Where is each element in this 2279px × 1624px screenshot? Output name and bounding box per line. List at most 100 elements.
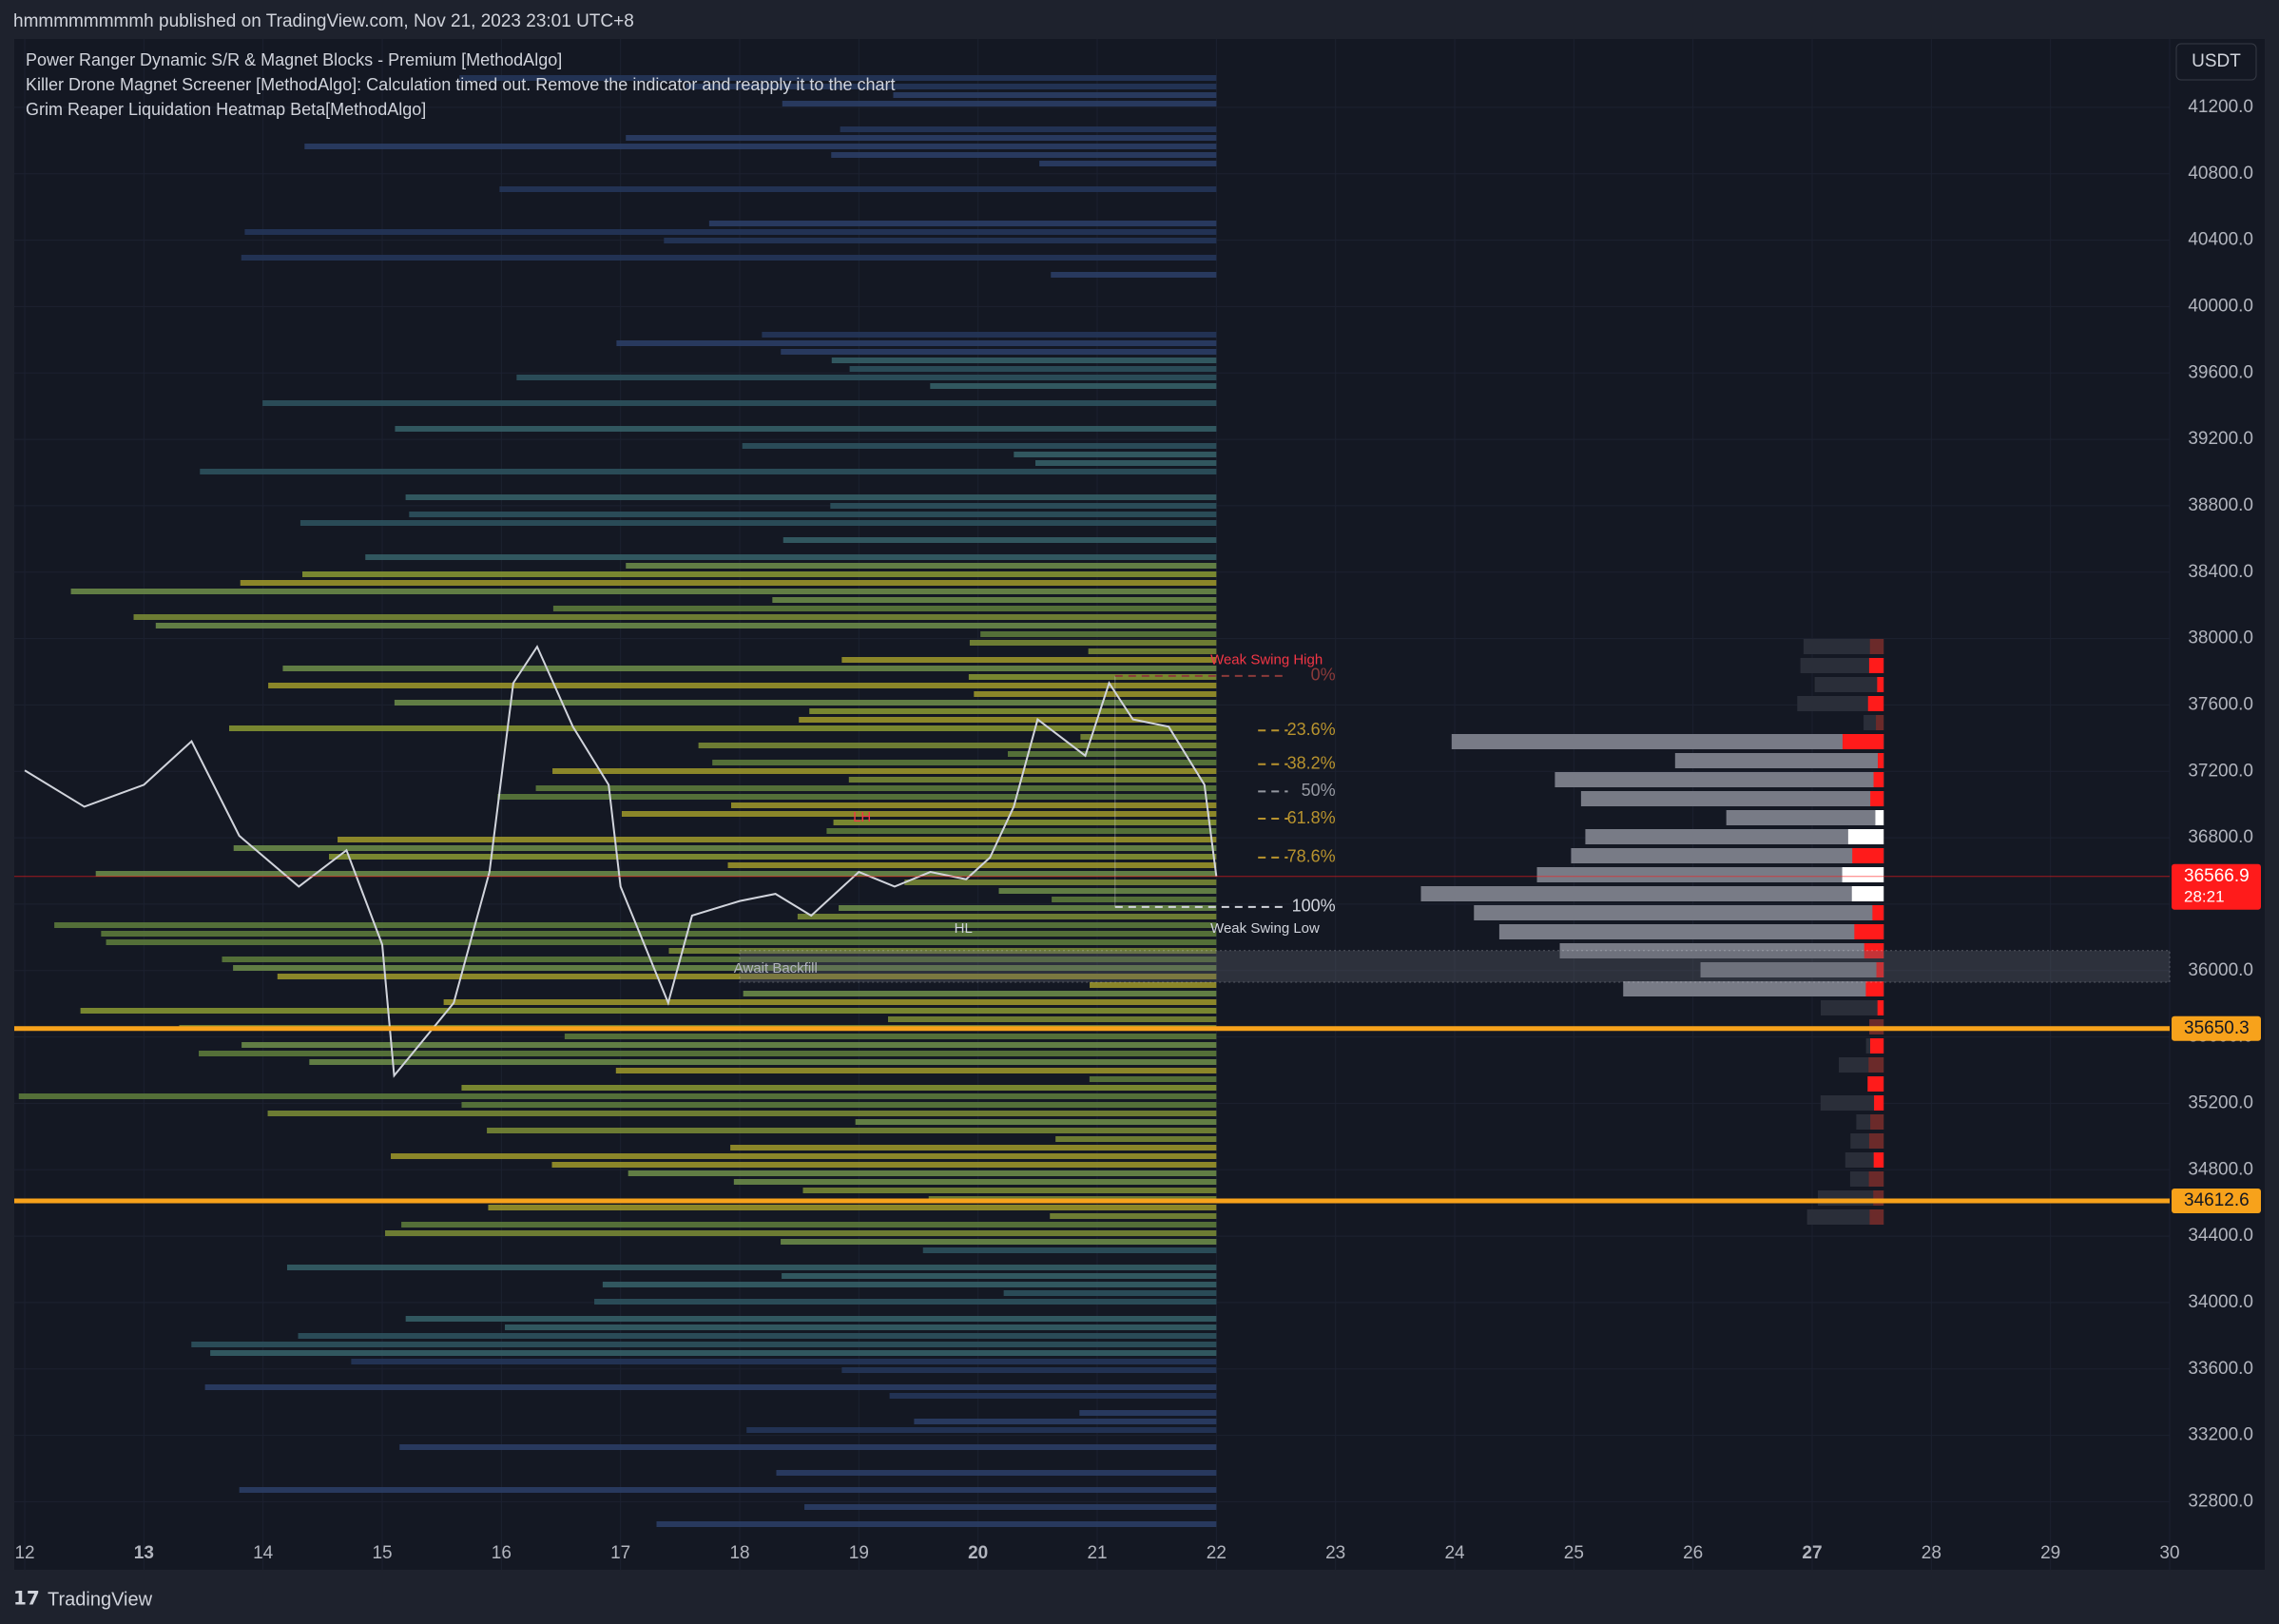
heatmap-bar [233, 845, 1217, 851]
heatmap-bar [840, 126, 1217, 132]
heatmap-bar [499, 186, 1217, 192]
x-tick-label: 29 [2040, 1543, 2060, 1563]
heatmap-bar [1055, 1136, 1217, 1142]
footer-brand: TradingView [48, 1589, 153, 1610]
heatmap-bar [888, 1016, 1217, 1022]
heatmap-bar [914, 1419, 1217, 1424]
profile-bar [1873, 1190, 1884, 1206]
price-label: 36566.9 [2184, 866, 2250, 886]
x-tick-label: 26 [1683, 1543, 1703, 1563]
y-tick-label: 38800.0 [2188, 495, 2253, 515]
heatmap-bar [804, 1504, 1217, 1510]
heatmap-bar [487, 1128, 1217, 1133]
profile-bar [1842, 867, 1884, 882]
y-tick-label: 40000.0 [2188, 296, 2253, 316]
profile-bar [1869, 639, 1884, 654]
heatmap-bar [1052, 897, 1217, 902]
y-tick-label: 36000.0 [2188, 960, 2253, 980]
profile-bar [1867, 1076, 1884, 1092]
profile-bar [1803, 639, 1884, 654]
heatmap-bar [155, 623, 1217, 628]
heatmap-bar [1080, 734, 1217, 740]
price-label-box [2172, 863, 2261, 910]
heatmap-bar [974, 691, 1217, 697]
heatmap-bar [893, 92, 1217, 98]
y-tick-label: 33200.0 [2188, 1425, 2253, 1445]
profile-bar [1872, 905, 1884, 920]
heatmap-bar [839, 905, 1217, 911]
heatmap-bar [199, 1051, 1217, 1056]
heatmap-bar [1035, 460, 1217, 466]
y-tick-label: 33600.0 [2188, 1359, 2253, 1379]
heatmap-bar [969, 640, 1217, 646]
heatmap-bar [505, 1324, 1217, 1330]
indicator-legend: Grim Reaper Liquidation Heatmap Beta[Met… [26, 100, 426, 119]
heatmap-bar [831, 358, 1217, 363]
heatmap-bar [621, 811, 1217, 817]
heatmap-bar [106, 939, 1217, 945]
heatmap-bar [552, 606, 1217, 611]
y-tick-label: 37600.0 [2188, 694, 2253, 714]
heatmap-bar [602, 1282, 1217, 1287]
heatmap-bar [668, 948, 1217, 954]
x-tick-label: 13 [134, 1543, 154, 1563]
heatmap-bar [998, 888, 1217, 894]
heatmap-bar [286, 1265, 1217, 1270]
y-tick-label: 34400.0 [2188, 1226, 2253, 1246]
y-tick-label: 40800.0 [2188, 164, 2253, 184]
heatmap-bar [233, 965, 1217, 971]
profile-bar [1451, 734, 1884, 749]
heatmap-bar [776, 1470, 1217, 1476]
heatmap-bar [268, 683, 1217, 688]
profile-bar [1726, 810, 1884, 825]
heatmap-bar [1088, 648, 1217, 654]
heatmap-bar [1079, 1410, 1217, 1416]
heatmap-bar [594, 1299, 1217, 1305]
profile-bar [1498, 924, 1884, 939]
heatmap-bar [841, 657, 1217, 663]
heatmap-bar [615, 1068, 1217, 1073]
heatmap-bar [742, 443, 1217, 449]
heatmap-bar [782, 537, 1217, 543]
profile-bar [1878, 753, 1884, 768]
profile-bar [1571, 848, 1884, 863]
heatmap-bar [535, 785, 1217, 791]
heatmap-bar [980, 631, 1217, 637]
profile-bar [1877, 1000, 1884, 1015]
price-label-box [2172, 1188, 2261, 1213]
heatmap-bar [244, 229, 1217, 235]
x-tick-label: 16 [492, 1543, 512, 1563]
heatmap-bar [239, 1487, 1217, 1493]
heatmap-bar [365, 554, 1217, 560]
profile-bar [1870, 791, 1884, 806]
y-tick-label: 34800.0 [2188, 1159, 2253, 1179]
profile-bar [1420, 886, 1884, 901]
heatmap-bar [849, 366, 1217, 372]
heatmap-bar [968, 674, 1217, 680]
heatmap-bar [802, 1188, 1217, 1193]
x-tick-label: 30 [2159, 1543, 2179, 1563]
profile-bar [1814, 677, 1884, 692]
currency-label[interactable]: USDT [2192, 51, 2241, 71]
heatmap-bar [395, 426, 1217, 432]
heatmap-bar [351, 1359, 1217, 1364]
heatmap-bar [54, 922, 1217, 928]
annotation: Weak Swing High [1210, 651, 1323, 667]
heatmap-bar [1039, 161, 1217, 166]
profile-bar [1873, 1152, 1884, 1168]
heatmap-bar [80, 1008, 1217, 1014]
x-tick-label: 18 [729, 1543, 749, 1563]
profile-bar [1851, 886, 1884, 901]
heatmap-bar [516, 375, 1217, 380]
heatmap-bar [338, 837, 1217, 842]
x-tick-label: 22 [1207, 1543, 1226, 1563]
heatmap-bar [904, 880, 1217, 885]
heatmap-bar [799, 717, 1217, 723]
profile-bar [1854, 924, 1884, 939]
fib-label: 78.6% [1287, 847, 1336, 866]
heatmap-bar [443, 999, 1217, 1005]
heatmap-bar [762, 332, 1217, 338]
profile-bar [1868, 1133, 1884, 1149]
profile-bar [1877, 677, 1884, 692]
currency-button[interactable] [2175, 43, 2257, 81]
